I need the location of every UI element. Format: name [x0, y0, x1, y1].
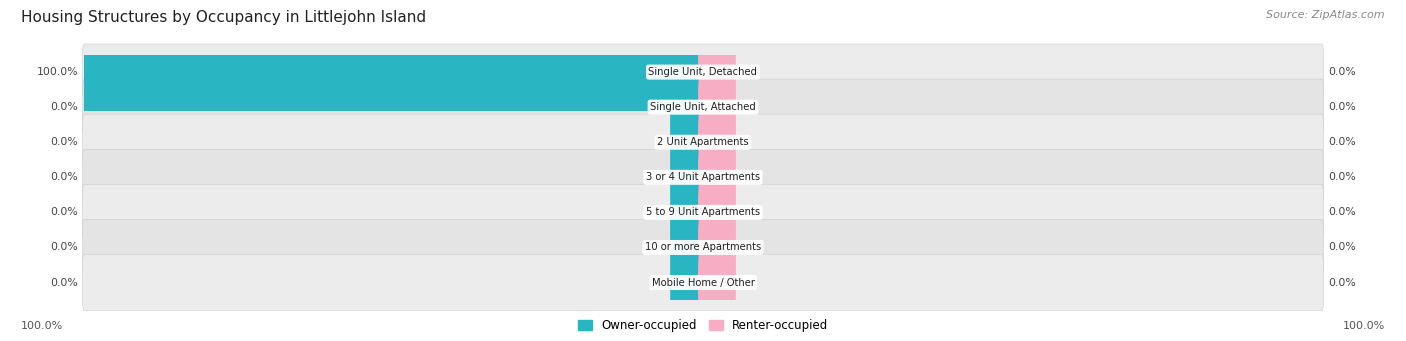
FancyBboxPatch shape [83, 184, 1323, 240]
FancyBboxPatch shape [697, 68, 735, 146]
Text: 0.0%: 0.0% [51, 137, 79, 147]
Text: Single Unit, Attached: Single Unit, Attached [650, 102, 756, 112]
Text: 0.0%: 0.0% [51, 172, 79, 182]
Text: Mobile Home / Other: Mobile Home / Other [651, 278, 755, 287]
Text: 100.0%: 100.0% [21, 321, 63, 331]
Text: Housing Structures by Occupancy in Littlejohn Island: Housing Structures by Occupancy in Littl… [21, 10, 426, 25]
FancyBboxPatch shape [671, 174, 709, 251]
Text: Source: ZipAtlas.com: Source: ZipAtlas.com [1267, 10, 1385, 20]
FancyBboxPatch shape [697, 243, 735, 322]
Text: 0.0%: 0.0% [1327, 207, 1355, 218]
FancyBboxPatch shape [697, 33, 735, 111]
Text: 0.0%: 0.0% [1327, 172, 1355, 182]
Text: 3 or 4 Unit Apartments: 3 or 4 Unit Apartments [645, 172, 761, 182]
Text: 0.0%: 0.0% [1327, 278, 1355, 287]
Text: 0.0%: 0.0% [51, 278, 79, 287]
FancyBboxPatch shape [83, 149, 1323, 205]
FancyBboxPatch shape [671, 138, 709, 216]
Text: 0.0%: 0.0% [51, 102, 79, 112]
Text: 0.0%: 0.0% [1327, 102, 1355, 112]
Text: 0.0%: 0.0% [1327, 137, 1355, 147]
Text: 0.0%: 0.0% [51, 207, 79, 218]
FancyBboxPatch shape [671, 209, 709, 286]
FancyBboxPatch shape [671, 103, 709, 181]
Legend: Owner-occupied, Renter-occupied: Owner-occupied, Renter-occupied [578, 319, 828, 332]
FancyBboxPatch shape [697, 174, 735, 251]
Text: Single Unit, Detached: Single Unit, Detached [648, 67, 758, 77]
Text: 0.0%: 0.0% [51, 242, 79, 252]
FancyBboxPatch shape [697, 209, 735, 286]
Text: 5 to 9 Unit Apartments: 5 to 9 Unit Apartments [645, 207, 761, 218]
FancyBboxPatch shape [697, 103, 735, 181]
Text: 0.0%: 0.0% [1327, 242, 1355, 252]
FancyBboxPatch shape [83, 79, 1323, 135]
FancyBboxPatch shape [83, 114, 1323, 170]
FancyBboxPatch shape [671, 243, 709, 322]
Text: 10 or more Apartments: 10 or more Apartments [645, 242, 761, 252]
Text: 100.0%: 100.0% [1343, 321, 1385, 331]
FancyBboxPatch shape [83, 44, 1323, 100]
FancyBboxPatch shape [671, 68, 709, 146]
FancyBboxPatch shape [83, 254, 1323, 311]
Text: 2 Unit Apartments: 2 Unit Apartments [657, 137, 749, 147]
Text: 100.0%: 100.0% [37, 67, 79, 77]
Text: 0.0%: 0.0% [1327, 67, 1355, 77]
FancyBboxPatch shape [79, 33, 709, 111]
FancyBboxPatch shape [697, 138, 735, 216]
FancyBboxPatch shape [83, 219, 1323, 276]
